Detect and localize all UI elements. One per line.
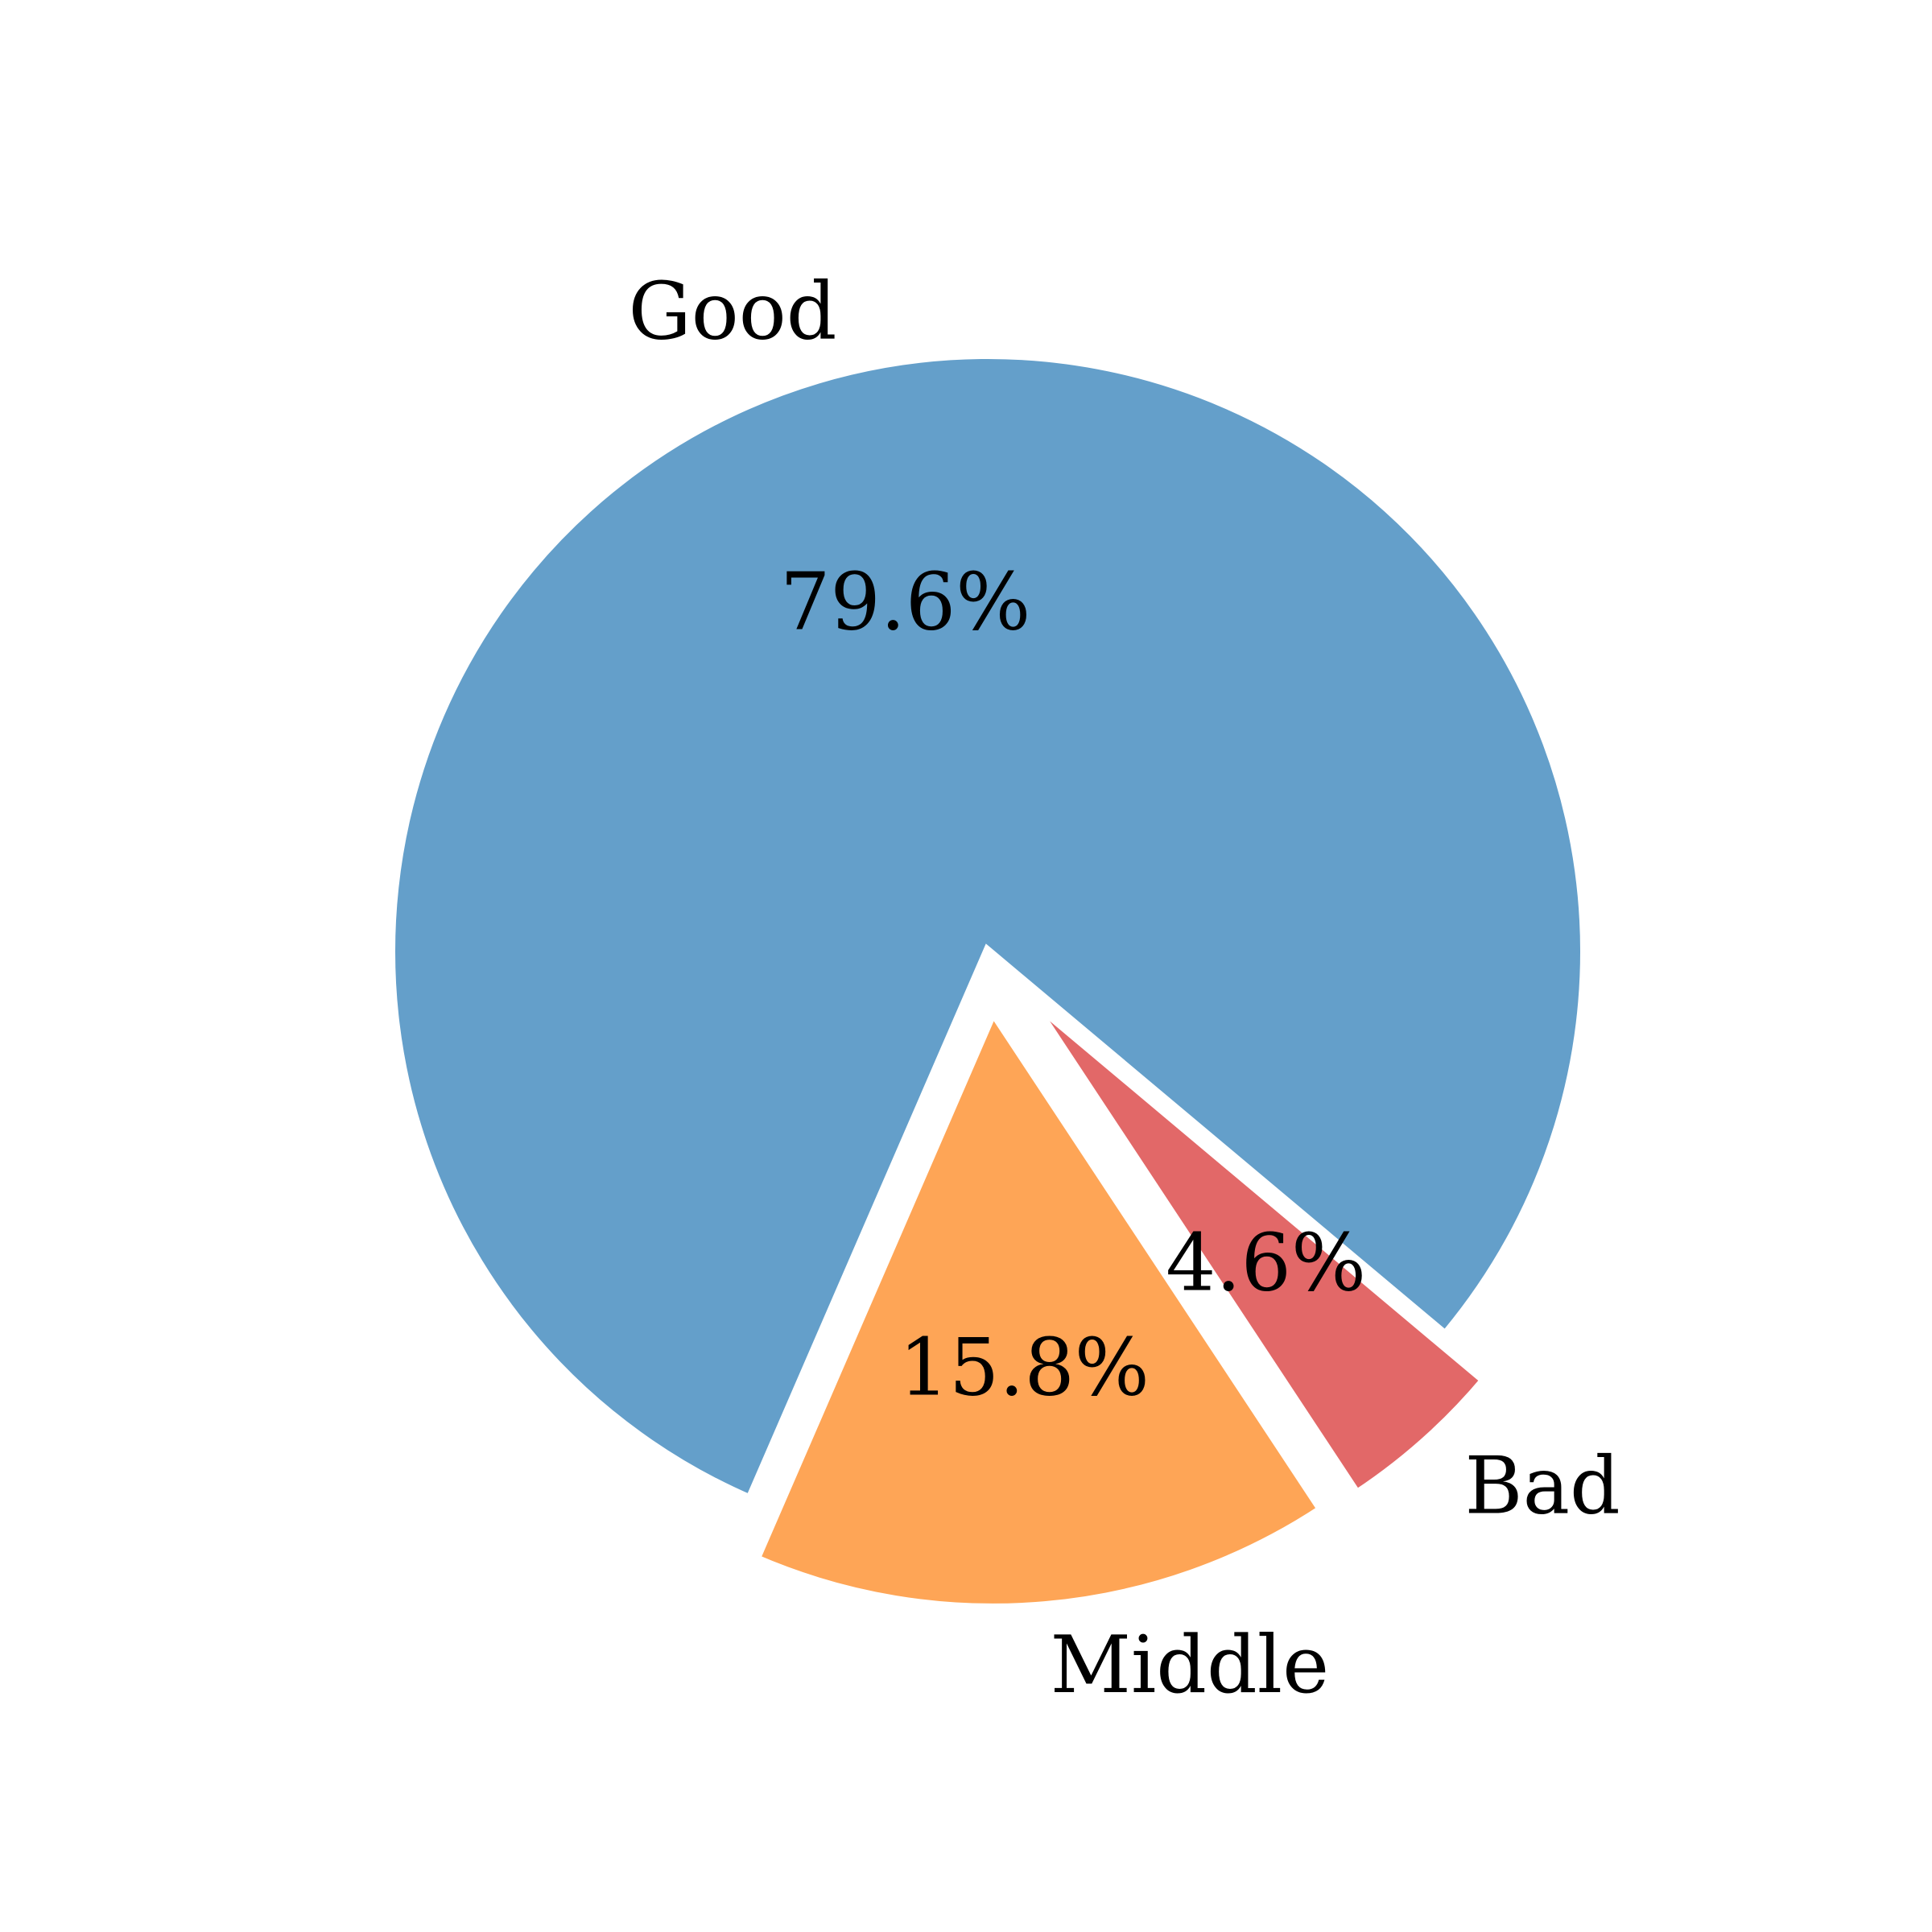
pie-slices (386, 349, 1590, 1613)
pie-labels: 79.6% Good 15.8% Middle 4.6% Bad (628, 266, 1620, 1711)
pie-slice-bad (1023, 992, 1492, 1501)
pie-slice-middle (749, 1001, 1329, 1613)
pie-slice-good (386, 349, 1590, 1506)
category-label-bad: Bad (1465, 1441, 1620, 1533)
category-label-middle: Middle (1051, 1620, 1330, 1711)
percent-label-middle: 15.8% (899, 1322, 1150, 1414)
percent-label-bad: 4.6% (1166, 1218, 1366, 1310)
percent-label-good: 79.6% (780, 557, 1030, 649)
category-label-good: Good (628, 266, 836, 358)
